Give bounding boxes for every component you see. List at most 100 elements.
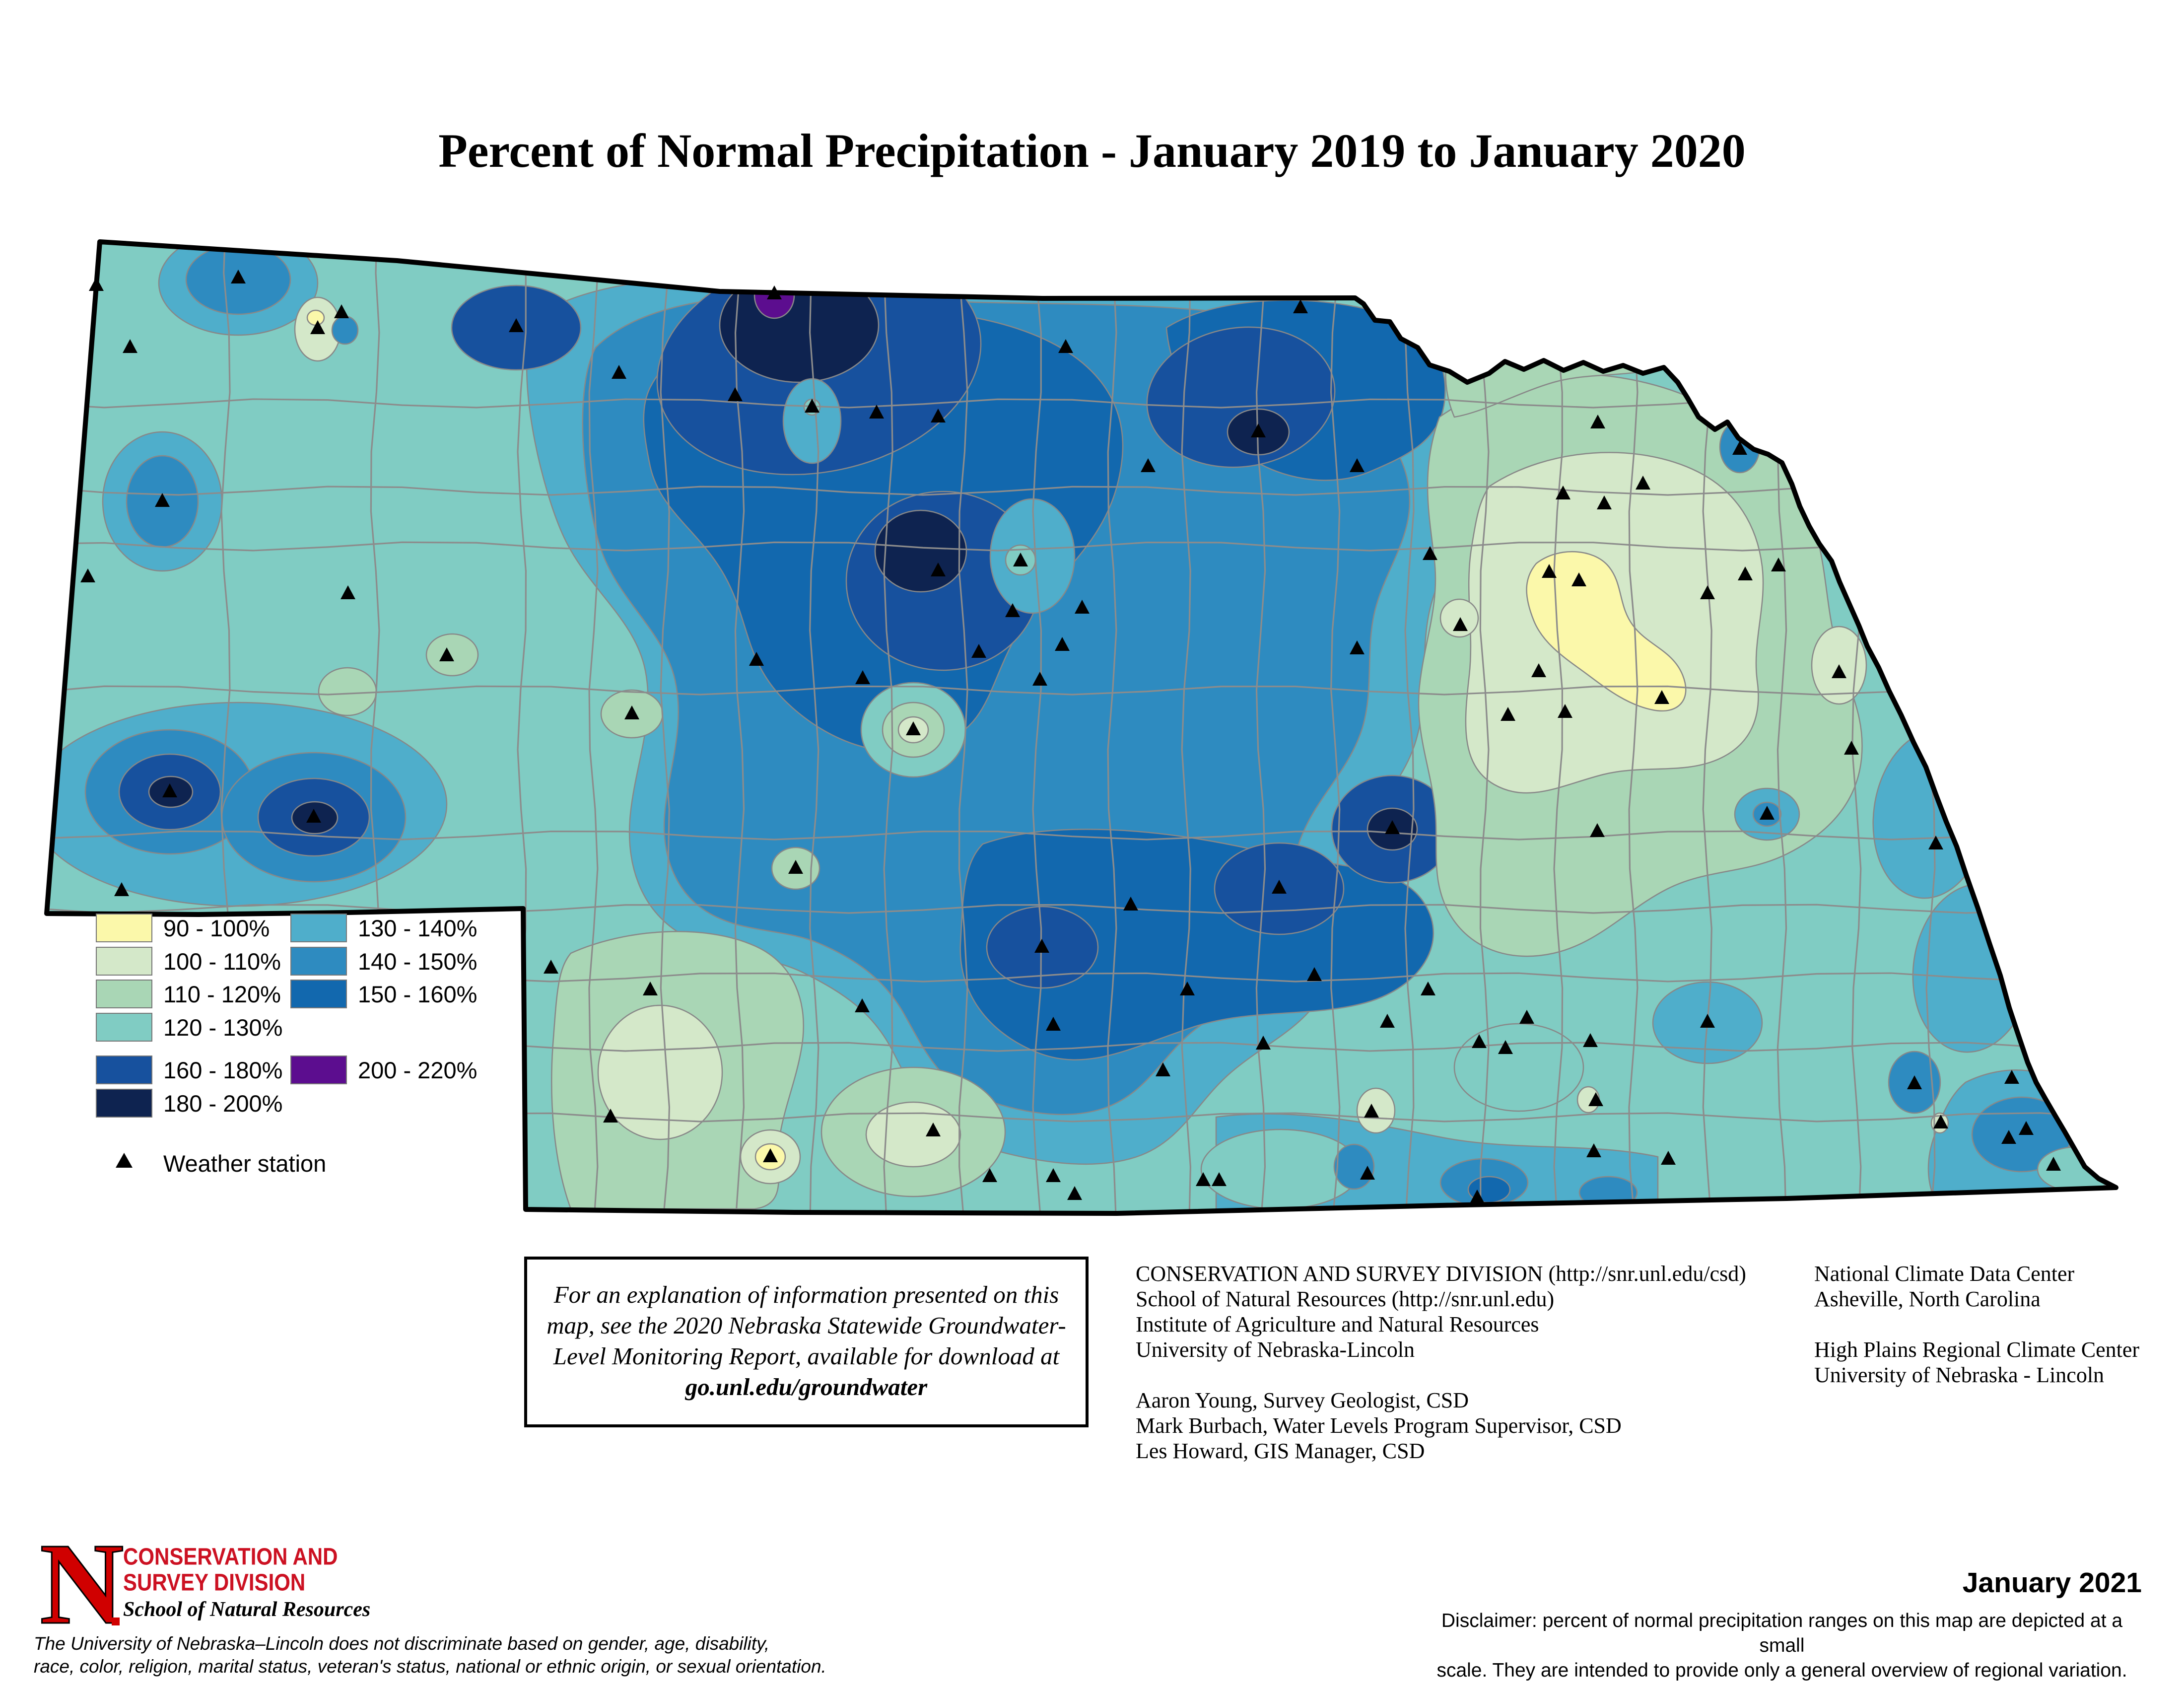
weather-station-icon: [1519, 1010, 1534, 1024]
nondiscrimination-notice: The University of Nebraska–Lincoln does …: [34, 1633, 826, 1677]
weather-station-icon: [341, 585, 355, 599]
weather-station-icon: [1196, 1172, 1211, 1186]
weather-station-icon: [1844, 741, 1859, 755]
weather-station-icon: [1256, 1036, 1271, 1050]
legend-swatch: [96, 1013, 152, 1042]
groundwater-url: go.unl.edu/groundwater: [685, 1373, 928, 1401]
weather-station-icon: [624, 705, 639, 719]
weather-station-icon: [80, 568, 95, 582]
weather-station-icon: [1542, 564, 1557, 578]
explanation-line: Level Monitoring Report, available for d…: [553, 1342, 1060, 1370]
page-title: Percent of Normal Precipitation - Januar…: [438, 124, 1746, 177]
csd-logo-text: SURVEY DIVISION: [123, 1569, 306, 1596]
legend-label: 160 - 180%: [163, 1057, 283, 1083]
weather-station-icon: [2019, 1121, 2034, 1135]
weather-station-icon: [1558, 704, 1572, 718]
weather-station-icon: [1654, 690, 1669, 704]
weather-station-icon: [971, 644, 986, 658]
publication-date: January 2021: [1962, 1567, 2142, 1599]
legend-swatch: [290, 980, 347, 1008]
weather-station-icon: [982, 1168, 997, 1182]
legend-label: 180 - 200%: [163, 1090, 283, 1117]
weather-station-icon: [1307, 967, 1322, 981]
explanation-box: For an explanation of information presen…: [524, 1257, 1089, 1427]
weather-station-icon: [155, 493, 170, 507]
weather-station-icon: [1421, 982, 1435, 995]
weather-station-icon: [1156, 1062, 1170, 1076]
weather-station-icon: [1498, 1040, 1513, 1054]
weather-station-icon: [89, 277, 104, 291]
credits-right: National Climate Data Center Asheville, …: [1814, 1262, 2140, 1387]
weather-station-icon: [1738, 566, 1753, 580]
weather-station-icon: [1590, 823, 1605, 837]
weather-station-icon: [1933, 1115, 1948, 1128]
weather-station-icon: [1364, 1104, 1379, 1118]
weather-station-icon: [767, 285, 782, 299]
weather-station-icon: [1046, 1168, 1061, 1182]
weather-station-icon: [1832, 664, 1846, 678]
weather-station-icon: [1058, 339, 1073, 353]
weather-station-icon: [926, 1123, 941, 1136]
weather-station-icon: [2001, 1130, 2016, 1144]
weather-station-icon: [231, 270, 246, 283]
weather-stations: [80, 270, 2061, 1203]
nebraska-n-logo: N: [39, 1519, 125, 1648]
weather-station-icon: [1571, 572, 1586, 586]
weather-station-icon: [1531, 663, 1546, 677]
weather-station-icon: [509, 318, 524, 332]
weather-station-icon: [1588, 1092, 1603, 1106]
weather-station-icon: [1732, 441, 1747, 455]
legend-label: 110 - 120%: [163, 981, 281, 1007]
weather-station-icon: [1501, 707, 1515, 721]
weather-station-icon: [114, 882, 129, 896]
legend-swatch: [290, 947, 347, 976]
weather-station-icon: [1123, 897, 1138, 911]
credits-left: CONSERVATION AND SURVEY DIVISION (http:/…: [1136, 1262, 1746, 1463]
weather-station-icon: [1055, 637, 1070, 651]
legend-label: 100 - 110%: [163, 948, 281, 975]
weather-station-icon: [931, 563, 946, 576]
explanation-line: For an explanation of information presen…: [553, 1281, 1059, 1308]
scale-disclaimer: Disclaimer: percent of normal precipitat…: [1436, 1610, 2127, 1681]
weather-station-icon: [1586, 1143, 1601, 1157]
weather-station-icon: [855, 670, 870, 684]
weather-station-icon: [1272, 880, 1287, 894]
weather-station-icon: [1556, 486, 1570, 499]
legend-swatch: [96, 1055, 152, 1084]
weather-station-icon: [1293, 299, 1308, 313]
weather-station-icon: [1590, 415, 1605, 428]
weather-station-icon: [1350, 458, 1365, 472]
weather-station-icon: [1771, 558, 1786, 571]
weather-station-icon: [931, 409, 946, 422]
legend-label: 140 - 150%: [358, 948, 478, 975]
weather-station-icon: [1360, 1166, 1375, 1180]
weather-station-icon: [1141, 458, 1156, 472]
weather-station-icon: [162, 783, 177, 797]
weather-station-icon: [1046, 1017, 1061, 1031]
weather-station-icon: [603, 1109, 618, 1123]
weather-station-icon: [1212, 1172, 1227, 1186]
weather-station-icon: [869, 405, 884, 419]
weather-station-icon: [728, 387, 743, 401]
weather-station-icon: [612, 365, 626, 379]
weather-station-icon: [1453, 617, 1468, 631]
logo-dot: [112, 1618, 120, 1625]
legend-swatch: [290, 914, 347, 942]
weather-station-icon: [1067, 1186, 1082, 1200]
weather-station-icon: [306, 809, 321, 823]
weather-station-icon: [749, 652, 764, 666]
weather-station-icon: [1472, 1034, 1487, 1048]
weather-station-icon: [1907, 1075, 1922, 1089]
legend-label: 90 - 100%: [163, 915, 270, 941]
weather-station-icon: [1700, 585, 1715, 599]
weather-station-icon: [1075, 600, 1090, 614]
weather-station-icon: [2004, 1070, 2019, 1084]
legend-label: 200 - 220%: [358, 1057, 478, 1083]
weather-station-icon: [1032, 672, 1047, 686]
weather-station-icon: [1005, 603, 1020, 617]
legend-swatch: [96, 1089, 152, 1118]
weather-station-icon: [1013, 553, 1028, 566]
weather-station-icon: [1385, 820, 1400, 834]
weather-station-icon: [1350, 640, 1365, 654]
weather-station-icon: [310, 320, 325, 334]
